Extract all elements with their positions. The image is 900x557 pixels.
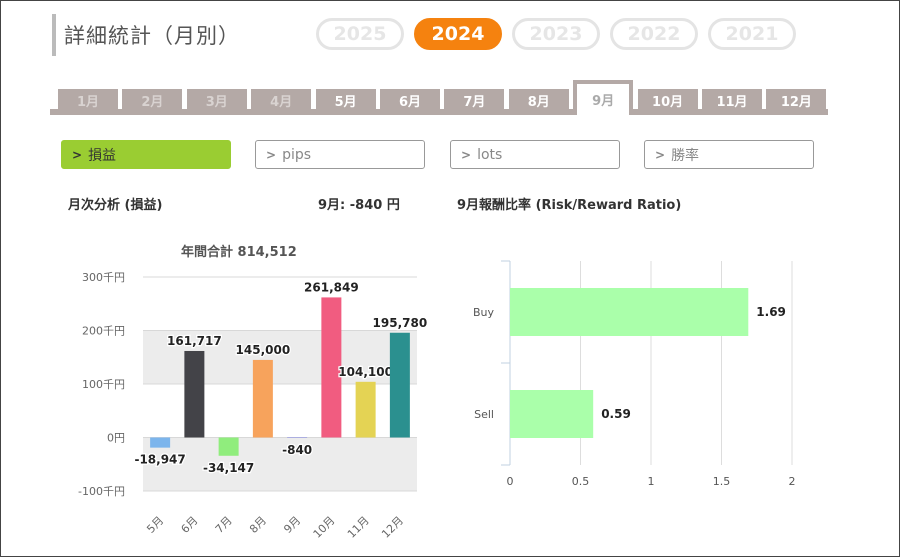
y-tick-label: Sell <box>474 408 494 421</box>
month-tab-6[interactable]: 6月 <box>380 89 440 111</box>
x-tick-label: 12月 <box>379 514 406 541</box>
bar <box>184 350 205 438</box>
plot-band <box>143 437 417 491</box>
x-tick-label: 8月 <box>247 514 269 536</box>
bar <box>150 437 171 448</box>
bar <box>321 297 342 438</box>
chevron-right-icon: > <box>72 147 83 162</box>
bar <box>252 359 273 438</box>
bar-value-label: 161,717 <box>167 334 222 348</box>
month-tab-11[interactable]: 11月 <box>702 89 762 111</box>
pnl-chart-title: 年間合計 814,512 <box>181 245 297 260</box>
metric-button-1[interactable]: > pips <box>255 140 425 169</box>
y-tick-label: 0円 <box>107 432 125 445</box>
year-pill-2021[interactable]: 2021 <box>708 18 796 50</box>
x-tick-label: 0 <box>507 475 514 488</box>
bar-value-label: 195,780 <box>373 316 428 330</box>
bar-value-label: 145,000 <box>236 343 291 357</box>
month-summary: 9月: -840 円 <box>318 198 400 213</box>
bar <box>218 437 239 456</box>
metric-button-2[interactable]: > lots <box>450 140 620 169</box>
metric-label: lots <box>477 146 503 163</box>
metric-label: pips <box>282 146 312 163</box>
bar-value-label: -840 <box>282 443 312 457</box>
month-tab-10[interactable]: 10月 <box>637 89 698 111</box>
bar-value-label: -34,147 <box>203 461 254 475</box>
metric-button-3[interactable]: > 勝率 <box>644 140 814 169</box>
x-tick-label: 0.5 <box>572 475 590 488</box>
metric-label: 勝率 <box>671 147 700 164</box>
chevron-right-icon: > <box>461 147 472 162</box>
bar-value-label: 1.69 <box>756 305 786 319</box>
bar <box>287 437 308 438</box>
metric-button-0[interactable]: > 損益 <box>61 140 231 169</box>
month-tab-8[interactable]: 8月 <box>508 89 569 111</box>
x-tick-label: 1 <box>648 475 655 488</box>
month-tab-7[interactable]: 7月 <box>444 89 505 111</box>
month-tabs-baseline <box>50 109 828 115</box>
bar-value-label: -18,947 <box>134 453 185 467</box>
year-pill-2023[interactable]: 2023 <box>512 18 600 50</box>
y-tick-label: Buy <box>473 306 495 319</box>
x-tick-label: 11月 <box>345 514 372 541</box>
month-tabs: 1月 2月 3月 4月 5月 6月 7月 8月 9月 10月 11月 12月 <box>50 80 828 115</box>
bar <box>510 288 749 336</box>
y-tick-label: -100千円 <box>78 485 125 498</box>
year-pill-2025[interactable]: 2025 <box>316 18 404 50</box>
year-pill-2024[interactable]: 2024 <box>414 18 502 50</box>
bar <box>389 332 410 438</box>
bar-value-label: 261,849 <box>304 280 359 294</box>
month-tab-5[interactable]: 5月 <box>315 89 376 111</box>
month-tab-3[interactable]: 3月 <box>186 89 247 111</box>
year-pill-2022[interactable]: 2022 <box>610 18 698 50</box>
monthly-analysis-heading: 月次分析 (損益) <box>68 198 163 213</box>
x-tick-label: 1.5 <box>713 475 731 488</box>
month-tab-4[interactable]: 4月 <box>251 89 312 111</box>
x-tick-label: 7月 <box>213 514 235 536</box>
year-selector: 2025 2024 2023 2022 2021 <box>316 18 796 50</box>
x-tick-label: 5月 <box>144 514 166 536</box>
risk-reward-heading: 9月報酬比率 (Risk/Reward Ratio) <box>457 198 682 213</box>
month-tab-2[interactable]: 2月 <box>122 89 183 111</box>
bar <box>355 381 376 438</box>
y-tick-label: 200千円 <box>82 325 125 338</box>
x-tick-label: 10月 <box>311 514 338 541</box>
chevron-right-icon: > <box>266 147 277 162</box>
month-tab-9[interactable]: 9月 <box>573 80 634 115</box>
pnl-bar-chart: 300千円 200千円 100千円 0円 -100千円 -18,947 5月 161,717 6… <box>78 271 428 541</box>
y-tick-label: 300千円 <box>82 271 125 284</box>
risk-reward-chart: 0 0.5 1 1.5 2 1.69 Buy 0.59 Sell <box>473 260 796 488</box>
metric-label: 損益 <box>88 147 117 164</box>
month-tab-1[interactable]: 1月 <box>58 89 118 111</box>
chevron-right-icon: > <box>655 147 666 162</box>
title-accent-bar <box>52 14 56 56</box>
month-tab-12[interactable]: 12月 <box>766 89 827 111</box>
bar <box>510 390 594 438</box>
y-tick-label: 100千円 <box>82 378 125 391</box>
bar-value-label: 0.59 <box>601 407 631 421</box>
x-tick-label: 2 <box>789 475 796 488</box>
x-tick-label: 9月 <box>281 514 303 536</box>
x-tick-label: 6月 <box>179 514 201 536</box>
bar-value-label: 104,100 <box>338 365 393 379</box>
page-title: 詳細統計（月別） <box>64 24 240 48</box>
